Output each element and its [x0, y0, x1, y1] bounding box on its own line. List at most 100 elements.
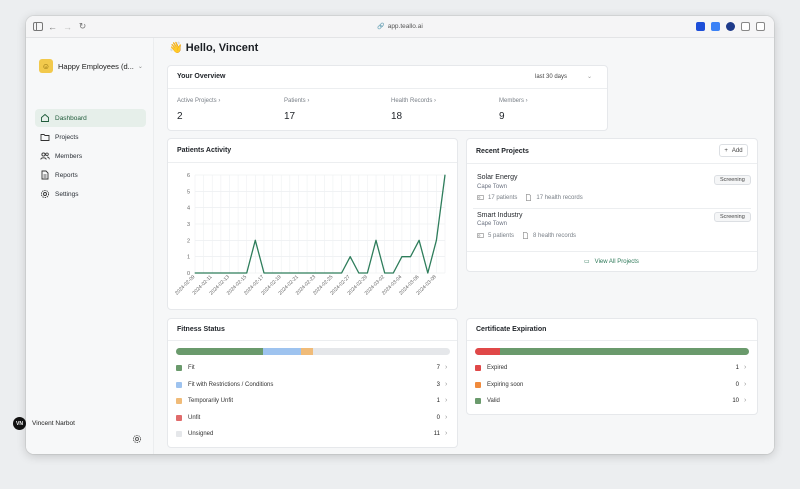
data-point — [315, 272, 317, 274]
data-point — [384, 272, 386, 274]
org-switcher[interactable]: ☺ Happy Employees (d... ⌄ — [39, 59, 143, 73]
legend-swatch — [475, 398, 481, 404]
fitness-status-title: Fitness Status — [177, 326, 225, 333]
chevron-right-icon[interactable]: › — [445, 364, 448, 371]
chevron-right-icon[interactable]: › — [445, 397, 448, 404]
data-point — [341, 272, 343, 274]
stat-label-health-records[interactable]: Health Records › — [391, 98, 437, 104]
chevron-right-icon[interactable]: › — [744, 364, 747, 371]
sidebar-nav: Dashboard Projects Members Reports Setti… — [35, 109, 146, 204]
patients-activity-card: Patients Activity 0 1 2 3 4 5 6 2024-02-09 2024-… — [167, 138, 458, 310]
sidebar-item-label: Members — [55, 152, 83, 160]
status-badge: Screening — [714, 175, 751, 185]
sidebar-toggle-icon[interactable] — [32, 21, 43, 32]
data-point — [220, 272, 222, 274]
divider — [467, 251, 757, 252]
legend-item[interactable]: Fit — [176, 365, 195, 371]
stat-label-members[interactable]: Members › — [499, 98, 528, 104]
add-label: Add — [731, 147, 743, 154]
legend-swatch — [475, 365, 481, 371]
project-records: 17 health records — [525, 194, 583, 201]
add-project-button[interactable]: + Add — [719, 144, 748, 157]
user-profile[interactable]: VN Vincent Narbot — [13, 417, 75, 430]
overview-title: Your Overview — [177, 73, 226, 80]
legend-item[interactable]: Fit with Restrictions / Conditions — [176, 381, 273, 388]
chevron-right-icon[interactable]: › — [744, 380, 747, 388]
address-bar[interactable]: 🔗 app.teallo.ai — [26, 23, 774, 30]
legend-item[interactable]: Unsigned — [176, 431, 213, 437]
extension-icon[interactable] — [711, 22, 720, 31]
data-point — [427, 272, 429, 274]
page-title: 👋 Hello, Vincent — [169, 41, 258, 54]
data-point — [435, 239, 437, 241]
data-point — [272, 272, 274, 274]
data-point — [228, 272, 230, 274]
project-records: 8 health records — [522, 232, 576, 239]
url-text: app.teallo.ai — [387, 23, 423, 30]
legend-label: Unfit — [188, 414, 201, 421]
legend-count: 7 — [436, 365, 440, 371]
reload-icon[interactable]: ↻ — [78, 21, 87, 31]
recent-projects-card: Recent Projects — [466, 138, 758, 272]
sidebar-item-projects[interactable]: Projects — [35, 128, 146, 146]
legend-item[interactable]: Unfit — [176, 414, 201, 421]
data-point — [280, 272, 282, 274]
stat-label-patients[interactable]: Patients › — [284, 98, 310, 104]
sidebar-item-dashboard[interactable]: Dashboard — [35, 109, 146, 127]
legend-count: 11 — [433, 431, 440, 437]
data-point — [306, 272, 308, 274]
sidebar-item-reports[interactable]: Reports — [35, 166, 146, 184]
user-settings-gear-icon[interactable] — [132, 434, 142, 444]
project-name[interactable]: Smart Industry — [477, 212, 523, 219]
users-icon — [40, 151, 50, 161]
patients-activity-chart: 01234562024-02-092024-02-112024-02-13202… — [174, 173, 446, 297]
legend-item[interactable]: Valid — [475, 398, 500, 404]
y-tick-label: 6 — [187, 173, 190, 179]
extension-icon[interactable] — [741, 22, 750, 31]
legend-item[interactable]: Temporarily Unfit — [176, 398, 233, 404]
document-icon — [523, 232, 529, 239]
id-card-icon — [477, 233, 484, 238]
split-view-icon[interactable] — [756, 22, 765, 31]
extension-icon[interactable] — [726, 22, 735, 31]
chevron-right-icon[interactable]: › — [445, 430, 448, 437]
sidebar-item-label: Settings — [55, 190, 79, 198]
divider — [168, 340, 457, 341]
sidebar-item-label: Reports — [55, 171, 78, 179]
project-patients: 17 patients — [477, 194, 517, 201]
legend-swatch — [176, 381, 182, 388]
data-point — [323, 272, 325, 274]
stat-value-active-projects: 2 — [177, 111, 183, 122]
bar-segment — [300, 348, 313, 355]
divider — [467, 340, 757, 341]
legend-item[interactable]: Expiring soon — [475, 381, 523, 388]
forward-icon[interactable]: → — [63, 21, 72, 32]
legend-swatch — [176, 398, 182, 404]
data-point — [366, 272, 368, 274]
chevron-right-icon[interactable]: › — [744, 397, 747, 404]
stat-label-active-projects[interactable]: Active Projects › — [177, 98, 221, 104]
extension-icon[interactable] — [696, 22, 705, 31]
data-point — [211, 272, 213, 274]
legend-swatch — [475, 381, 481, 388]
chevron-right-icon[interactable]: › — [445, 380, 448, 388]
certificate-progress-bar — [475, 348, 749, 355]
sidebar: ☺ Happy Employees (d... ⌄ Dashboard Proj… — [26, 38, 154, 454]
gear-icon — [40, 189, 50, 199]
chevron-right-icon[interactable]: › — [445, 413, 448, 421]
project-location: Cape Town — [477, 221, 507, 227]
range-select[interactable]: last 30 days ⌄ — [535, 73, 592, 80]
y-tick-label: 4 — [187, 206, 190, 212]
sidebar-item-label: Dashboard — [55, 114, 87, 122]
plus-icon: + — [724, 147, 728, 154]
sidebar-item-members[interactable]: Members — [35, 147, 146, 165]
project-name[interactable]: Solar Energy — [477, 174, 518, 181]
recent-projects-title: Recent Projects — [476, 148, 529, 155]
back-icon[interactable]: ← — [48, 21, 57, 32]
legend-item[interactable]: Expired — [475, 365, 507, 371]
view-all-projects-link[interactable]: ▭ View All Projects — [584, 258, 639, 266]
browser-toolbar: ← → ↻ 🔗 app.teallo.ai — [26, 16, 774, 38]
data-point — [410, 256, 412, 258]
project-meta: 5 patients 8 health records — [477, 232, 584, 239]
sidebar-item-settings[interactable]: Settings — [35, 185, 146, 203]
